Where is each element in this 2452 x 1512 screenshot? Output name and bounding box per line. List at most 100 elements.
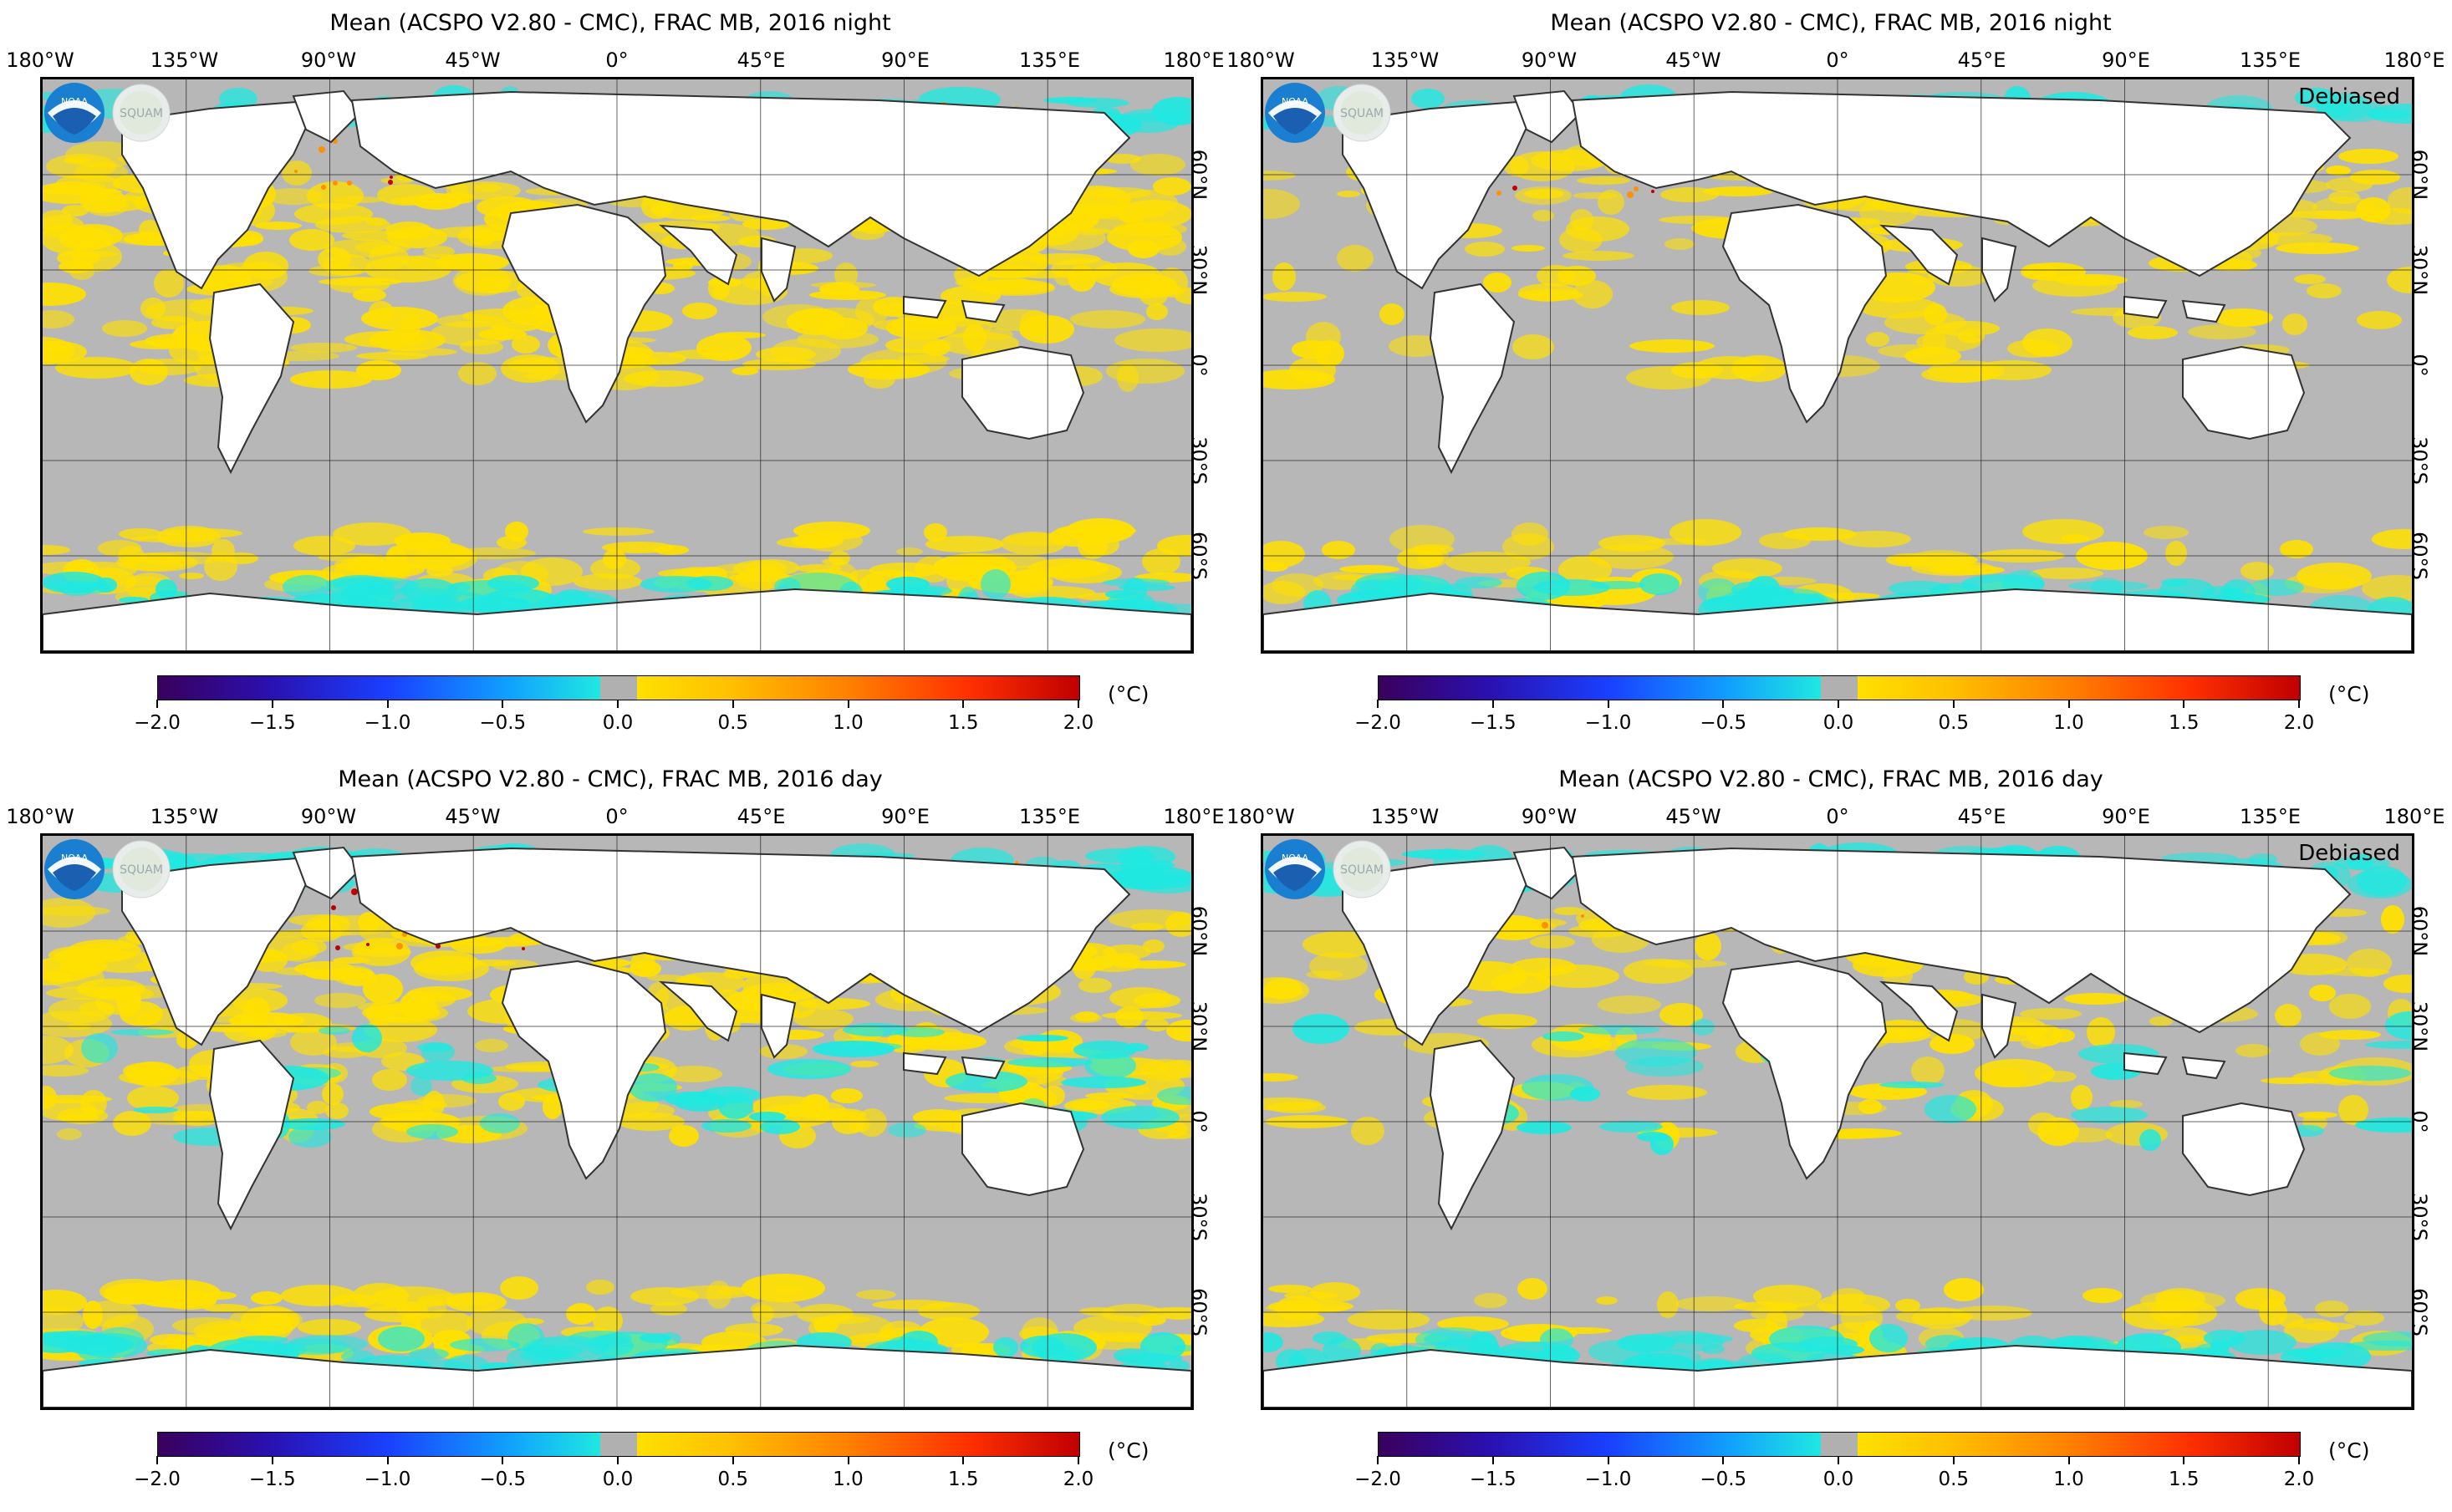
map-canvas [43, 836, 1191, 1408]
colorbar-tick-label: −0.5 [1700, 712, 1747, 734]
anomaly-patch [1351, 1117, 1384, 1145]
anomaly-patch [290, 370, 372, 389]
anomaly-patch [1268, 1285, 1312, 1293]
anomaly-patch [1166, 1020, 1191, 1041]
anomaly-patch [140, 298, 166, 319]
longitude-label: 135°W [150, 805, 219, 828]
colorbar-tick-label: 0.0 [602, 712, 634, 734]
anomaly-patch [803, 308, 874, 333]
anomaly-patch [2139, 1129, 2161, 1151]
land-speckle [1581, 914, 1584, 918]
anomaly-patch [1322, 541, 1355, 559]
anomaly-patch [1879, 1082, 1945, 1088]
anomaly-patch [1131, 848, 1151, 869]
anomaly-patch [640, 1333, 671, 1343]
land-speckle [1496, 191, 1501, 196]
colorbar-tick-label: −2.0 [1354, 1469, 1401, 1490]
anomaly-patch [2280, 540, 2313, 558]
panel-title: Mean (ACSPO V2.80 - CMC), FRAC MB, 2016 … [329, 10, 891, 36]
anomaly-patch [157, 526, 221, 547]
anomaly-patch [1153, 177, 1191, 196]
anomaly-patch [851, 228, 884, 240]
colorbar-tick-label: 1.5 [947, 712, 979, 734]
anomaly-patch [59, 260, 94, 273]
longitude-label: 180°E [2383, 805, 2445, 828]
longitude-label: 45°E [1957, 805, 2006, 828]
anomaly-patch [1110, 953, 1140, 968]
anomaly-patch [2007, 339, 2059, 358]
anomaly-patch [1759, 532, 1811, 549]
anomaly-patch [1911, 561, 1995, 576]
south-america [208, 1039, 295, 1231]
noaa-logo: NOAA [44, 839, 105, 899]
land-speckle [522, 947, 525, 950]
anomaly-patch [993, 1337, 1018, 1357]
anomaly-patch [290, 343, 357, 353]
anomaly-patch [647, 975, 686, 981]
anomaly-patch [1695, 932, 1721, 960]
anomaly-patch [857, 1108, 887, 1137]
anomaly-patch [407, 986, 472, 1001]
anomaly-patch [586, 1280, 614, 1295]
logos: NOAA SQUAM [1265, 83, 1391, 143]
anomaly-patch [1483, 272, 1511, 293]
anomaly-patch [1263, 1332, 1283, 1352]
anomaly-patch [2315, 1301, 2348, 1317]
anomaly-patch [2071, 1107, 2148, 1123]
colorbar [1378, 675, 2301, 700]
anomaly-patch [333, 965, 375, 985]
land-speckle [1634, 186, 1639, 191]
anomaly-patch [2240, 248, 2261, 258]
africa [501, 960, 667, 1180]
anomaly-patch [344, 331, 426, 348]
anomaly-patch [771, 339, 841, 364]
colorbar-tick-label: 1.0 [2053, 1469, 2084, 1490]
longitude-label: 45°E [1957, 48, 2006, 72]
land-speckle [1651, 190, 1654, 193]
colorbar-tick [1838, 700, 1839, 708]
anomaly-patch [1537, 265, 1575, 287]
anomaly-patch [498, 1092, 525, 1111]
anomaly-patch [1598, 995, 1661, 1014]
anomaly-patch [203, 1304, 248, 1312]
anomaly-patch [1070, 228, 1112, 235]
anomaly-patch [2372, 529, 2412, 549]
anomaly-patch [981, 569, 1011, 599]
anomaly-patch [2326, 165, 2351, 176]
anomaly-patch [79, 1001, 115, 1016]
anomaly-patch [43, 283, 86, 306]
anomaly-patch [1042, 1086, 1065, 1106]
squam-logo: SQUAM [1333, 84, 1391, 142]
anomaly-patch [1831, 1288, 1866, 1306]
anomaly-patch [1124, 578, 1147, 603]
colorbar-tick [1952, 700, 1955, 708]
squam-logo-text: SQUAM [120, 863, 163, 877]
anomaly-patch [1477, 1014, 1537, 1029]
anomaly-patch [127, 1086, 179, 1111]
anomaly-patch [797, 1304, 854, 1324]
anomaly-patch [2333, 857, 2390, 870]
anomaly-patch [59, 583, 94, 596]
australia [2182, 1102, 2306, 1197]
anomaly-patch [924, 523, 947, 542]
colorbar-tick [1607, 700, 1609, 708]
anomaly-patch [1032, 1333, 1097, 1362]
anomaly-patch [417, 1042, 452, 1052]
anomaly-patch [323, 1046, 368, 1058]
australia [961, 345, 1085, 440]
anomaly-patch [512, 335, 540, 354]
anomaly-patch [629, 1073, 677, 1102]
graticule [43, 836, 1191, 1408]
anomaly-patch [2276, 242, 2359, 254]
anomaly-patch [1145, 1018, 1169, 1031]
australia [2182, 345, 2306, 440]
anomaly-patch [1599, 1121, 1663, 1133]
land-speckle [366, 943, 370, 946]
anomaly-patch [102, 320, 147, 337]
anomaly-patch [896, 547, 923, 556]
anomaly-patch [1130, 154, 1185, 176]
anomaly-patch [1263, 1097, 1322, 1111]
panel-title: Mean (ACSPO V2.80 - CMC), FRAC MB, 2016 … [1550, 10, 2112, 36]
anomaly-patch [2338, 1095, 2368, 1125]
anomaly-patch [1128, 1086, 1151, 1094]
